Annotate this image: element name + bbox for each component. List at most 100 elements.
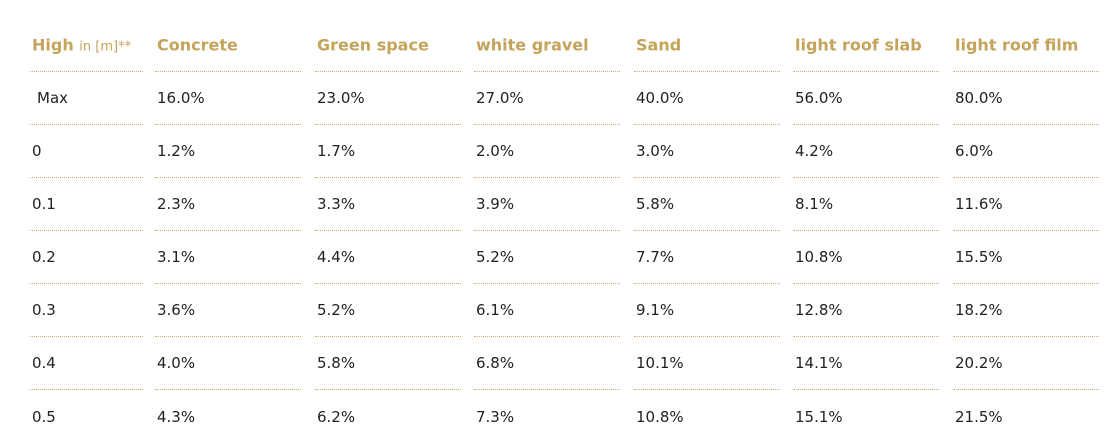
table-cell: 0.2 [30,231,143,284]
cell-text: 16.0% [157,89,205,107]
table-cell: Max [30,72,143,125]
header-cell: Green space [315,19,461,72]
header-text: Sand [636,35,682,55]
cell-text: 21.5% [955,407,1003,426]
cell-text: 5.2% [317,301,356,319]
table-cell: 5.2% [474,231,620,284]
cell-text: 0.2 [32,248,56,266]
table-cell: 10.8% [634,390,780,443]
table-cell: 5.2% [315,284,461,337]
header-text: white gravel [476,35,589,55]
table-cell: 27.0% [474,72,620,125]
table-cell: 7.3% [474,390,620,443]
table-cell: 0 [30,125,143,178]
table-cell: 0.4 [30,337,143,390]
cell-text: 4.0% [157,354,196,372]
cell-text: 9.1% [636,301,675,319]
table-cell: 18.2% [953,284,1099,337]
table-cell: 2.0% [474,125,620,178]
cell-text: 15.5% [955,248,1003,266]
cell-text: 4.4% [317,248,356,266]
header-text: light roof film [955,35,1079,55]
cell-text: 1.7% [317,142,356,160]
table-cell: 21.5% [953,390,1099,443]
cell-text: 6.1% [476,301,515,319]
header-cell: Concrete [155,19,301,72]
table-cell: 6.0% [953,125,1099,178]
table-cell: 0.5 [30,390,143,443]
table-cell: 6.1% [474,284,620,337]
table-cell: 6.2% [315,390,461,443]
table-cell: 6.8% [474,337,620,390]
table-cell: 7.7% [634,231,780,284]
header-main: High [32,35,74,55]
cell-text: 10.8% [795,248,843,266]
table-cell: 16.0% [155,72,301,125]
table-cell: 10.8% [793,231,939,284]
table-cell: 11.6% [953,178,1099,231]
cell-text: 40.0% [636,89,684,107]
table-cell: 4.2% [793,125,939,178]
cell-text: 1.2% [157,142,196,160]
cell-text: 10.1% [636,354,684,372]
table-cell: 15.1% [793,390,939,443]
cell-text: 3.3% [317,195,356,213]
header-text: High in [m]** [32,36,131,55]
header-text: Green space [317,35,429,55]
cell-text: 7.7% [636,248,675,266]
cell-text: 11.6% [955,195,1003,213]
cell-text: 8.1% [795,195,834,213]
cell-text: 6.0% [955,142,994,160]
header-sub: in [m]** [79,39,132,55]
cell-text: 2.3% [157,195,196,213]
header-text: light roof slab [795,35,922,55]
cell-text: 20.2% [955,354,1003,372]
cell-text: 5.8% [317,354,356,372]
cell-text: 3.0% [636,142,675,160]
header-cell: light roof slab [793,19,939,72]
table-cell: 40.0% [634,72,780,125]
header-cell: white gravel [474,19,620,72]
table-cell: 0.3 [30,284,143,337]
table-cell: 0.1 [30,178,143,231]
table-cell: 4.0% [155,337,301,390]
cell-text: 15.1% [795,407,843,426]
cell-text: 10.8% [636,407,684,426]
cell-text: 18.2% [955,301,1003,319]
header-text: Concrete [157,35,238,55]
cell-text: 3.6% [157,301,196,319]
header-cell: light roof film [953,19,1099,72]
table-cell: 3.6% [155,284,301,337]
cell-text: 0.4 [32,354,56,372]
cell-text: 56.0% [795,89,843,107]
table-cell: 1.2% [155,125,301,178]
cell-text: 12.8% [795,301,843,319]
table-cell: 4.4% [315,231,461,284]
cell-text: 2.0% [476,142,515,160]
table-cell: 14.1% [793,337,939,390]
cell-text: 6.8% [476,354,515,372]
table-cell: 3.9% [474,178,620,231]
header-cell: Sand [634,19,780,72]
table-cell: 5.8% [634,178,780,231]
cell-text: 5.2% [476,248,515,266]
table-cell: 8.1% [793,178,939,231]
cell-text: 0.3 [32,301,56,319]
table-cell: 80.0% [953,72,1099,125]
table-cell: 10.1% [634,337,780,390]
table-cell: 9.1% [634,284,780,337]
cell-text: 0.5 [32,407,56,426]
table-cell: 3.3% [315,178,461,231]
table-cell: 15.5% [953,231,1099,284]
table-cell: 56.0% [793,72,939,125]
cell-text: 0 [32,142,42,160]
header-cell: High in [m]** [30,19,143,72]
table-cell: 3.1% [155,231,301,284]
table-cell: 5.8% [315,337,461,390]
cell-text: 5.8% [636,195,675,213]
cell-text: 14.1% [795,354,843,372]
cell-text: 7.3% [476,407,515,426]
cell-text: 4.3% [157,407,196,426]
table-cell: 2.3% [155,178,301,231]
